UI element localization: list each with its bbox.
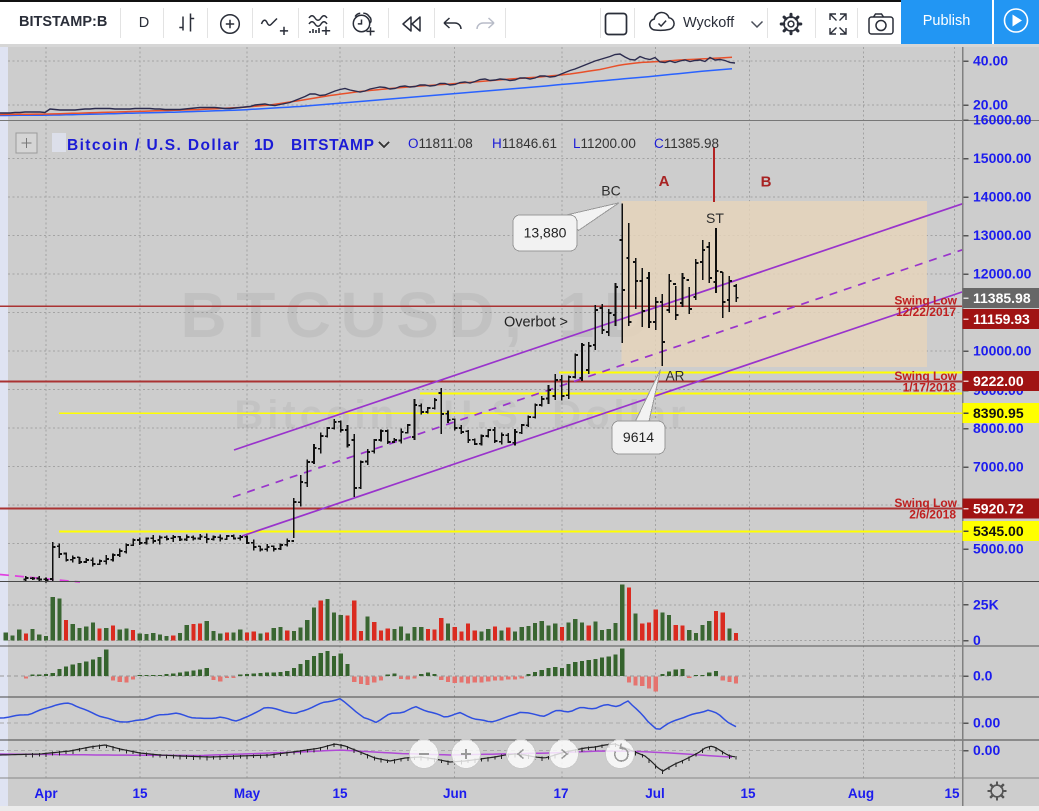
- svg-text:O11811.08: O11811.08: [408, 136, 473, 151]
- svg-text:A: A: [659, 173, 670, 190]
- svg-text:8390.95: 8390.95: [973, 405, 1024, 421]
- svg-text:Bitcoin / U.S. Dollar: Bitcoin / U.S. Dollar: [234, 393, 689, 437]
- svg-text:May: May: [234, 786, 261, 801]
- svg-text:Aug: Aug: [848, 786, 874, 801]
- svg-text:0.00: 0.00: [973, 742, 1000, 758]
- svg-text:BITSTAMP: BITSTAMP: [291, 137, 375, 154]
- svg-text:Overbot >: Overbot >: [504, 315, 568, 331]
- svg-text:7000.00: 7000.00: [973, 459, 1024, 475]
- svg-text:15: 15: [740, 786, 756, 801]
- svg-text:Swing Low: Swing Low: [894, 496, 957, 510]
- svg-text:9222.00: 9222.00: [973, 373, 1024, 389]
- svg-text:15000.00: 15000.00: [973, 150, 1032, 166]
- svg-text:Bitcoin / U.S. Dollar: Bitcoin / U.S. Dollar: [67, 137, 240, 154]
- svg-text:8000.00: 8000.00: [973, 420, 1024, 436]
- svg-text:L11200.00: L11200.00: [573, 136, 636, 151]
- svg-text:15: 15: [944, 786, 960, 801]
- svg-text:25K: 25K: [973, 597, 999, 613]
- svg-text:14000.00: 14000.00: [973, 189, 1032, 205]
- svg-text:13000.00: 13000.00: [973, 227, 1032, 243]
- svg-text:13,880: 13,880: [524, 225, 567, 241]
- svg-text:AR: AR: [666, 369, 685, 384]
- svg-text:20.00: 20.00: [973, 97, 1008, 113]
- svg-text:5920.72: 5920.72: [973, 500, 1024, 516]
- svg-text:10000.00: 10000.00: [973, 343, 1032, 359]
- svg-text:11159.93: 11159.93: [973, 311, 1030, 327]
- svg-text:11385.98: 11385.98: [973, 290, 1031, 306]
- svg-text:9614: 9614: [623, 429, 654, 445]
- svg-text:H11846.61: H11846.61: [492, 136, 557, 151]
- svg-text:Swing Low: Swing Low: [894, 369, 957, 383]
- svg-text:16000.00: 16000.00: [973, 112, 1032, 128]
- svg-text:Apr: Apr: [34, 786, 58, 801]
- svg-text:5345.00: 5345.00: [973, 523, 1024, 539]
- svg-text:12/22/2017: 12/22/2017: [896, 305, 956, 319]
- svg-text:40.00: 40.00: [973, 53, 1008, 69]
- svg-text:0.0: 0.0: [973, 668, 993, 684]
- svg-text:BC: BC: [601, 183, 620, 199]
- svg-text:ST: ST: [706, 210, 724, 226]
- svg-text:2/6/2018: 2/6/2018: [909, 508, 956, 522]
- svg-text:C11385.98: C11385.98: [654, 136, 719, 151]
- svg-text:0: 0: [973, 632, 981, 648]
- svg-text:1D: 1D: [254, 137, 274, 154]
- svg-text:15: 15: [332, 786, 348, 801]
- svg-text:Jul: Jul: [645, 786, 665, 801]
- svg-text:17: 17: [553, 786, 568, 801]
- svg-text:5000.00: 5000.00: [973, 541, 1024, 557]
- svg-text:Swing Low: Swing Low: [894, 294, 957, 308]
- svg-text:15: 15: [132, 786, 148, 801]
- svg-text:1/17/2018: 1/17/2018: [903, 381, 957, 395]
- svg-text:B: B: [761, 174, 772, 191]
- svg-text:0.00: 0.00: [973, 715, 1000, 731]
- svg-text:Jun: Jun: [443, 786, 467, 801]
- svg-text:BTCUSD, 1D: BTCUSD, 1D: [180, 279, 659, 351]
- svg-text:12000.00: 12000.00: [973, 266, 1032, 282]
